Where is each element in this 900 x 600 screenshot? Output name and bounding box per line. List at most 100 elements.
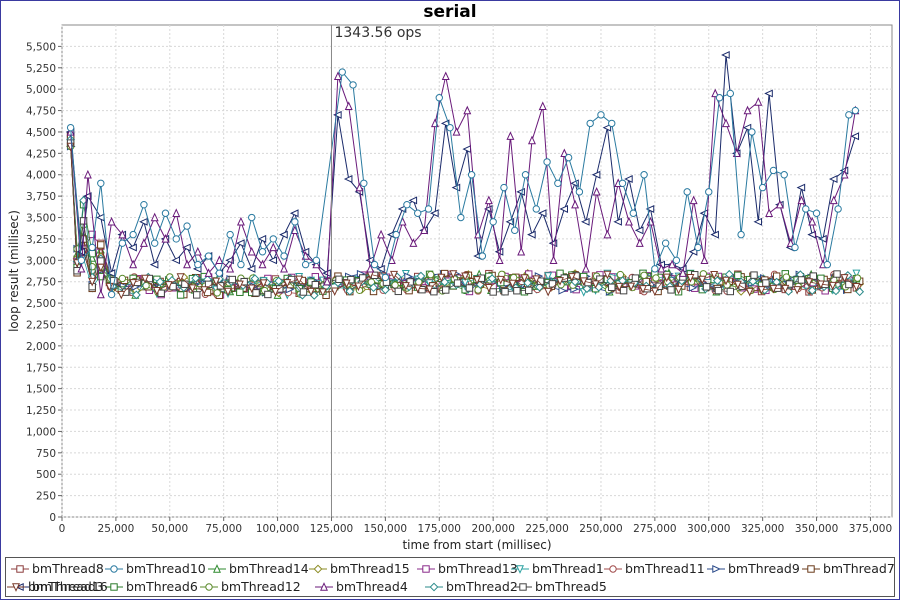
- legend-swatch: [417, 565, 435, 573]
- legend-swatch-marker: [712, 565, 721, 573]
- legend-swatch-marker: [429, 582, 439, 592]
- point-bmThread6: [734, 271, 742, 280]
- point-bmThread12: [640, 271, 648, 279]
- point-bmThread4: [129, 259, 138, 269]
- point-bmThread10: [748, 128, 756, 136]
- point-bmThread16: [307, 287, 315, 297]
- y-tick-label: 3,750: [26, 191, 56, 203]
- point-bmThread10: [543, 158, 551, 166]
- point-bmThread16: [662, 273, 671, 283]
- point-bmThread3: [828, 175, 838, 184]
- point-bmThread3: [451, 183, 461, 192]
- point-bmThread4: [215, 255, 224, 265]
- point-bmThread4: [775, 199, 784, 209]
- point-bmThread5: [667, 286, 675, 294]
- point-bmThread10: [280, 252, 288, 260]
- point-bmThread5: [608, 283, 616, 291]
- point-bmThread10: [140, 200, 148, 209]
- point-bmThread10: [758, 183, 767, 192]
- y-tick-label: 2,750: [26, 277, 56, 289]
- point-bmThread5: [359, 274, 367, 282]
- y-tick-label: 1,750: [26, 362, 56, 374]
- point-bmThread5: [430, 287, 438, 296]
- point-bmThread4: [96, 289, 105, 299]
- legend-swatch: [511, 565, 529, 574]
- point-bmThread10: [661, 239, 670, 247]
- point-bmThread3: [279, 230, 288, 239]
- point-bmThread4: [366, 263, 375, 273]
- point-bmThread10: [715, 94, 724, 102]
- point-bmThread16: [508, 279, 517, 289]
- point-bmThread10: [204, 252, 213, 260]
- point-bmThread16: [425, 285, 434, 295]
- point-bmThread12: [426, 270, 435, 279]
- legend-swatch: [11, 565, 29, 573]
- point-bmThread3: [149, 260, 159, 269]
- point-bmThread5: [797, 276, 806, 284]
- point-bmThread2: [582, 284, 592, 294]
- point-bmThread16: [793, 286, 802, 295]
- point-bmThread16: [461, 272, 470, 282]
- point-bmThread16: [176, 273, 185, 282]
- point-bmThread3: [343, 175, 353, 184]
- point-bmThread4: [161, 234, 170, 243]
- point-bmThread16: [413, 284, 422, 294]
- point-bmThread10: [511, 226, 519, 235]
- y-axis-label: loop result (millisec): [7, 210, 21, 332]
- legend-swatch: [707, 565, 725, 573]
- point-bmThread5: [762, 279, 770, 287]
- point-bmThread3: [721, 50, 730, 59]
- point-bmThread16: [141, 274, 149, 284]
- point-bmThread4: [441, 71, 450, 81]
- point-bmThread3: [613, 217, 622, 226]
- point-bmThread10: [381, 273, 390, 282]
- point-bmThread5: [394, 287, 403, 296]
- y-tick-label: 1,000: [26, 426, 56, 438]
- point-bmThread10: [457, 213, 465, 222]
- point-bmThread10: [118, 239, 127, 247]
- point-bmThread5: [465, 284, 474, 292]
- legend: bmThread8 bmThread10 bmThread14 bmThread15 b…: [5, 557, 895, 597]
- point-bmThread10: [597, 111, 605, 119]
- x-tick-label: 25,000: [98, 523, 135, 535]
- point-bmThread16: [781, 284, 790, 294]
- point-bmThread2: [380, 285, 390, 295]
- point-bmThread16: [710, 270, 719, 280]
- y-tick-label: 1,500: [26, 384, 56, 396]
- legend-swatch: [208, 564, 226, 573]
- legend-label: bmThread5: [535, 579, 607, 594]
- point-bmThread16: [544, 287, 553, 297]
- point-bmThread4: [808, 216, 817, 226]
- point-bmThread4: [204, 268, 213, 277]
- point-bmThread5: [750, 271, 758, 279]
- point-bmThread4: [754, 97, 763, 106]
- point-bmThread10: [845, 111, 853, 119]
- point-bmThread4: [77, 263, 86, 273]
- legend-label: bmThread1: [532, 561, 604, 576]
- point-bmThread3: [818, 234, 827, 243]
- y-tick-label: 5,500: [26, 41, 56, 53]
- point-bmThread10: [237, 260, 245, 269]
- point-bmThread10: [161, 209, 170, 217]
- point-bmThread4: [150, 212, 159, 222]
- point-bmThread12: [118, 274, 127, 283]
- legend-swatch: [604, 565, 622, 573]
- legend-swatch-marker: [110, 565, 118, 573]
- point-bmThread4: [463, 105, 472, 115]
- point-bmThread4: [560, 148, 569, 158]
- point-bmThread2: [440, 277, 450, 287]
- point-bmThread10: [812, 209, 821, 217]
- point-bmThread10: [780, 171, 788, 179]
- point-bmThread3: [796, 183, 806, 192]
- legend-swatch: [105, 583, 123, 591]
- x-tick-label: 375,000: [849, 523, 892, 535]
- legend-swatch: [105, 565, 123, 573]
- point-bmThread10: [823, 260, 832, 269]
- point-bmThread4: [312, 259, 321, 269]
- point-bmThread3: [408, 196, 418, 205]
- point-bmThread3: [742, 123, 752, 132]
- point-bmThread4: [107, 216, 116, 226]
- point-bmThread16: [354, 282, 363, 292]
- legend-label: bmThread3: [32, 579, 104, 594]
- y-tick-label: 5,000: [26, 84, 56, 96]
